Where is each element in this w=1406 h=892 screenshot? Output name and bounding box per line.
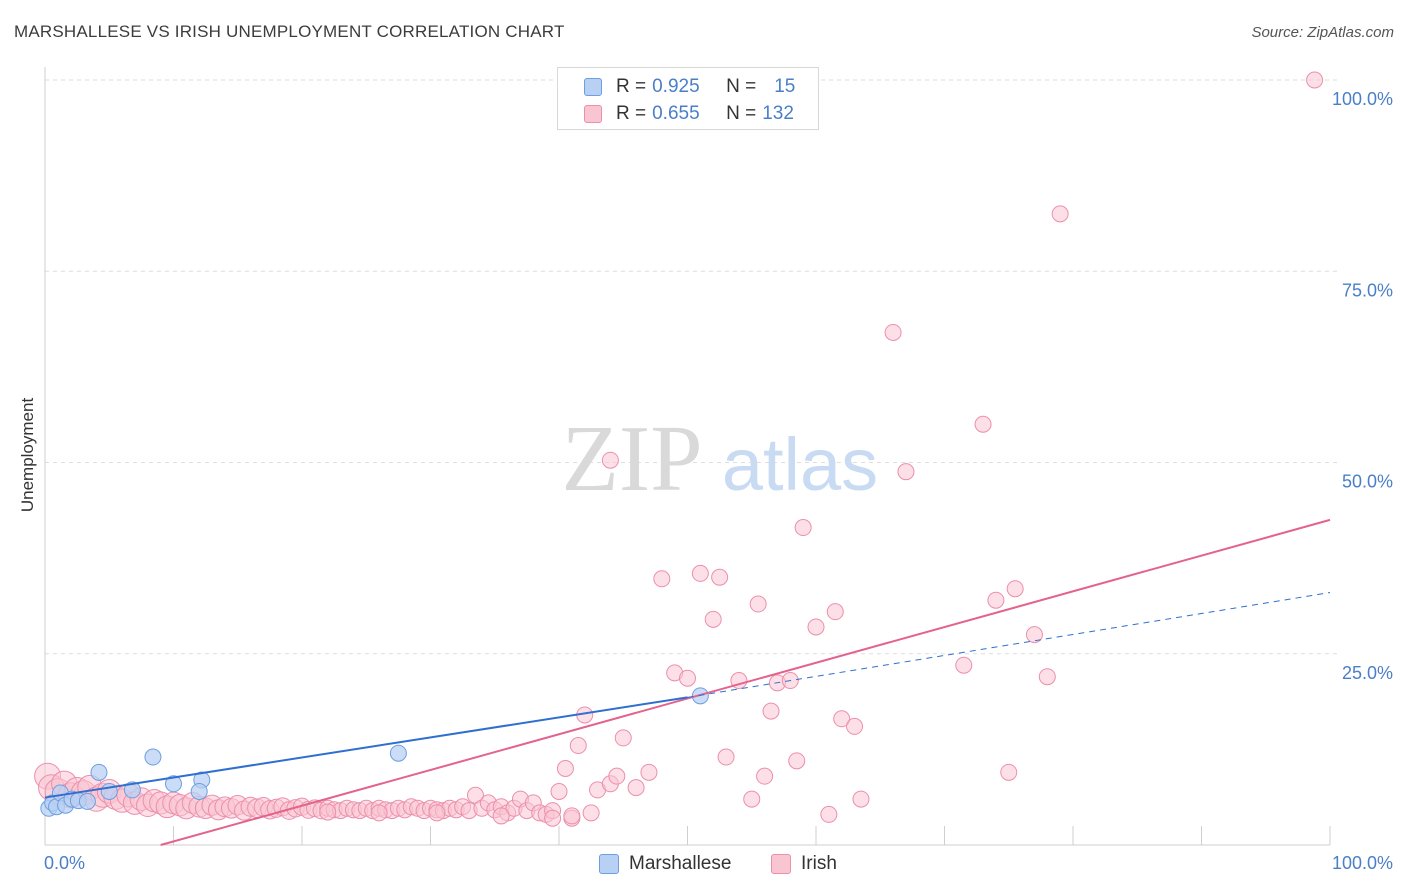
- irish-point: [550, 782, 568, 800]
- legend-n-label: N =: [726, 76, 757, 97]
- irish-point: [846, 717, 864, 735]
- irish-point: [884, 323, 902, 341]
- irish-points: [34, 71, 1324, 827]
- irish-point: [653, 570, 671, 588]
- chart-title: MARSHALLESE VS IRISH UNEMPLOYMENT CORREL…: [14, 22, 565, 41]
- irish-point: [974, 415, 992, 433]
- legend-r-value: 0.655: [652, 103, 700, 124]
- x-tick-label: 100.0%: [1332, 853, 1393, 873]
- irish-point: [749, 595, 767, 613]
- irish-point: [556, 760, 574, 777]
- marshallese-points: [40, 687, 709, 817]
- irish-point: [756, 767, 774, 785]
- irish-point: [711, 568, 729, 586]
- legend-r-label: R =: [616, 76, 647, 97]
- watermark-atlas: atlas: [722, 423, 878, 506]
- watermark-zip: ZIP: [562, 407, 703, 511]
- irish-point: [897, 463, 915, 481]
- bottom-legend-swatch-blue: [599, 854, 619, 874]
- axes: 25.0% 50.0% 75.0% 100.0% 0.0% 100.0%: [44, 67, 1393, 873]
- bottom-legend-marshallese: Marshallese: [599, 852, 731, 876]
- irish-point: [563, 807, 581, 825]
- irish-point: [608, 767, 626, 785]
- bottom-legend-swatch-pink: [771, 854, 791, 874]
- legend-n-value: 132: [762, 103, 794, 124]
- legend-swatch-pink: [584, 105, 602, 123]
- irish-point: [370, 804, 388, 822]
- irish-point: [987, 591, 1005, 609]
- legend-row-marshallese: R = 0.925 N = 15: [584, 74, 795, 100]
- irish-point: [820, 805, 838, 823]
- irish-point: [807, 618, 825, 636]
- marshallese-point: [165, 775, 182, 793]
- legend-n-value: 15: [774, 76, 796, 97]
- y-tick-label: 100.0%: [1332, 89, 1393, 109]
- legend-r-label: R =: [616, 103, 647, 124]
- irish-point: [1051, 205, 1069, 223]
- irish-point: [544, 809, 562, 827]
- irish-point: [1006, 580, 1024, 598]
- irish-point: [704, 610, 722, 628]
- legend-box: R = 0.925 N = 15 R = 0.655 N = 132: [557, 67, 819, 130]
- bottom-legend-label-irish: Irish: [801, 853, 837, 874]
- irish-point: [794, 519, 812, 537]
- trend-lines: [44, 518, 1331, 846]
- y-tick-label: 25.0%: [1342, 663, 1393, 683]
- irish-trend-line: [160, 518, 1331, 846]
- irish-point: [640, 763, 658, 781]
- irish-point: [319, 803, 337, 821]
- marshallese-point: [123, 781, 141, 799]
- y-axis-label: Unemployment: [18, 398, 37, 513]
- irish-point: [743, 790, 761, 808]
- y-tick-label: 50.0%: [1342, 472, 1393, 492]
- chart-source: Source: ZipAtlas.com: [1251, 24, 1394, 41]
- irish-point: [717, 748, 735, 766]
- marshallese-point: [144, 748, 162, 766]
- irish-point: [826, 603, 844, 621]
- irish-point: [1306, 71, 1324, 89]
- irish-point: [833, 710, 851, 728]
- irish-point: [691, 564, 709, 582]
- grid: [45, 79, 1338, 655]
- legend-r-value: 0.925: [652, 76, 700, 97]
- irish-point: [601, 451, 619, 469]
- legend-n-label: N =: [726, 103, 757, 124]
- marshallese-point: [190, 782, 208, 800]
- irish-point: [955, 656, 973, 674]
- y-tick-label: 75.0%: [1342, 280, 1393, 300]
- marshallese-point: [90, 763, 108, 781]
- marshallese-trend-extension: [687, 592, 1331, 698]
- irish-point: [569, 737, 587, 755]
- marshallese-trend-line: [44, 696, 688, 799]
- irish-point: [582, 804, 600, 822]
- irish-point: [1000, 763, 1018, 781]
- irish-point: [1038, 668, 1056, 686]
- legend-row-irish: R = 0.655 N = 132: [584, 101, 794, 127]
- irish-point: [762, 702, 780, 720]
- irish-point: [492, 807, 510, 825]
- legend-swatch-blue: [584, 78, 602, 96]
- marshallese-point: [389, 744, 407, 762]
- irish-point: [614, 729, 632, 747]
- irish-point: [627, 779, 645, 797]
- irish-point: [428, 804, 446, 822]
- irish-point: [679, 669, 696, 687]
- bottom-legend-label-marshallese: Marshallese: [629, 853, 732, 874]
- bottom-legend-irish: Irish: [771, 852, 837, 876]
- irish-point: [1025, 626, 1043, 644]
- irish-point: [788, 752, 806, 770]
- marshallese-point: [78, 792, 96, 810]
- x-tick-label: 0.0%: [44, 853, 85, 873]
- irish-point: [852, 790, 870, 808]
